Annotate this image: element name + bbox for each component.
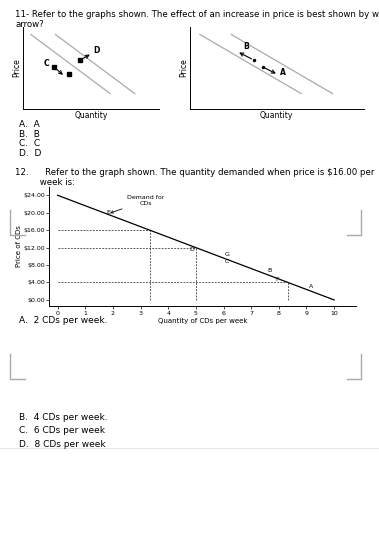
Text: F: F bbox=[276, 277, 279, 282]
Text: 2 / 5: 2 / 5 bbox=[232, 494, 283, 514]
Text: G: G bbox=[225, 252, 230, 257]
Text: D.  D: D. D bbox=[19, 149, 41, 158]
Text: B.  4 CDs per week.: B. 4 CDs per week. bbox=[19, 413, 108, 422]
Text: B: B bbox=[268, 269, 272, 273]
Text: D: D bbox=[189, 247, 194, 252]
Text: C: C bbox=[43, 59, 49, 68]
Text: Demand for
CDs: Demand for CDs bbox=[111, 195, 165, 213]
X-axis label: Quantity of CDs per week: Quantity of CDs per week bbox=[158, 318, 247, 325]
X-axis label: Quantity: Quantity bbox=[260, 111, 293, 119]
Text: Microeconomics
problem set 3- chapter 1: Microeconomics problem set 3- chapter 1 bbox=[121, 465, 258, 487]
Text: 12.      Refer to the graph shown. The quantity demanded when price is $16.00 pe: 12. Refer to the graph shown. The quanti… bbox=[15, 168, 374, 187]
Text: D.  8 CDs per week: D. 8 CDs per week bbox=[19, 440, 106, 449]
Text: B.  B: B. B bbox=[19, 130, 40, 139]
Text: A.  A: A. A bbox=[19, 120, 40, 129]
Text: C: C bbox=[225, 259, 229, 264]
Text: B: B bbox=[244, 42, 249, 51]
Text: C.  6 CDs per week: C. 6 CDs per week bbox=[19, 426, 105, 435]
X-axis label: Quantity: Quantity bbox=[74, 111, 108, 119]
Text: A: A bbox=[280, 68, 286, 77]
Text: E: E bbox=[106, 211, 110, 215]
Y-axis label: Price of CDs: Price of CDs bbox=[16, 225, 22, 268]
Text: D: D bbox=[94, 46, 100, 55]
Text: C.  C: C. C bbox=[19, 139, 40, 148]
Text: A: A bbox=[309, 284, 313, 289]
Text: 11- Refer to the graphs shown. The effect of an increase in price is best shown : 11- Refer to the graphs shown. The effec… bbox=[15, 10, 379, 29]
Y-axis label: Price: Price bbox=[13, 59, 21, 77]
Text: A.  2 CDs per week.: A. 2 CDs per week. bbox=[19, 316, 108, 325]
Y-axis label: Price: Price bbox=[179, 59, 188, 77]
